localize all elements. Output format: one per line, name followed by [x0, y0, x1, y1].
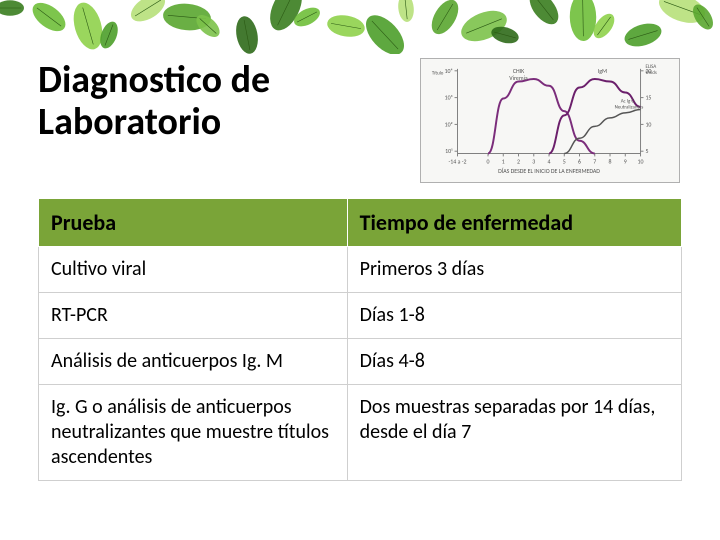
svg-text:3: 3: [532, 157, 535, 165]
cell-prueba: Cultivo viral: [39, 247, 348, 293]
svg-text:DÍAS DESDE EL INICIO DE LA ENF: DÍAS DESDE EL INICIO DE LA ENFERMEDAD: [498, 167, 600, 175]
title-line-1: Diagnostico de: [38, 57, 270, 103]
table-row: RT-PCRDías 1-8: [39, 293, 682, 339]
col-prueba: Prueba: [39, 199, 348, 247]
page-title: Diagnostico de Laboratorio: [38, 60, 270, 144]
leaf-banner: [0, 0, 720, 54]
table-row: Ig. G o análisis de anticuerpos neutrali…: [39, 385, 682, 481]
cell-tiempo: Días 1-8: [347, 293, 681, 339]
svg-text:7: 7: [593, 157, 596, 165]
antibody-chart: -14 a -2 0 1 2 3 4 5 6 7 8 9 10 DÍAS DESDE EL INICIO…: [420, 58, 680, 183]
cell-tiempo: Dos muestras separadas por 14 días, desd…: [347, 385, 681, 481]
svg-text:2: 2: [517, 157, 520, 165]
cell-tiempo: Primeros 3 días: [347, 247, 681, 293]
svg-text:4: 4: [548, 157, 551, 165]
svg-text:Neutralizantes: Neutralizantes: [615, 105, 644, 111]
table-header-row: Prueba Tiempo de enfermedad: [39, 199, 682, 247]
leaf-banner-svg: [0, 0, 720, 54]
cell-prueba: RT-PCR: [39, 293, 348, 339]
svg-text:10: 10: [638, 157, 644, 165]
diagnostic-table: Prueba Tiempo de enfermedad Cultivo vira…: [38, 198, 682, 481]
table-row: Análisis de anticuerpos Ig. MDías 4-8: [39, 339, 682, 385]
svg-text:Título: Título: [432, 71, 444, 77]
col-tiempo: Tiempo de enfermedad: [347, 199, 681, 247]
svg-text:10³: 10³: [445, 94, 453, 102]
cell-prueba: Análisis de anticuerpos Ig. M: [39, 339, 348, 385]
svg-text:8: 8: [609, 157, 612, 165]
svg-text:15: 15: [645, 94, 651, 102]
svg-text:9: 9: [624, 157, 627, 165]
title-line-2: Laboratorio: [38, 99, 221, 145]
svg-text:1: 1: [502, 157, 505, 165]
svg-text:10⁴: 10⁴: [445, 67, 453, 75]
svg-text:10¹: 10¹: [445, 147, 453, 155]
svg-text:IgM: IgM: [598, 67, 607, 75]
svg-text:5: 5: [563, 157, 566, 165]
svg-text:5: 5: [645, 147, 648, 155]
svg-text:10²: 10²: [445, 120, 453, 128]
svg-text:6: 6: [578, 157, 581, 165]
cell-prueba: Ig. G o análisis de anticuerpos neutrali…: [39, 385, 348, 481]
antibody-chart-svg: -14 a -2 0 1 2 3 4 5 6 7 8 9 10 DÍAS DESDE EL INICIO…: [421, 59, 679, 182]
cell-tiempo: Días 4-8: [347, 339, 681, 385]
svg-text:10: 10: [645, 120, 651, 128]
table-row: Cultivo viralPrimeros 3 días: [39, 247, 682, 293]
svg-text:-14 a -2: -14 a -2: [448, 157, 466, 165]
svg-text:Unids: Unids: [645, 70, 656, 76]
svg-text:0: 0: [487, 157, 490, 165]
svg-text:Viremia: Viremia: [509, 74, 528, 82]
